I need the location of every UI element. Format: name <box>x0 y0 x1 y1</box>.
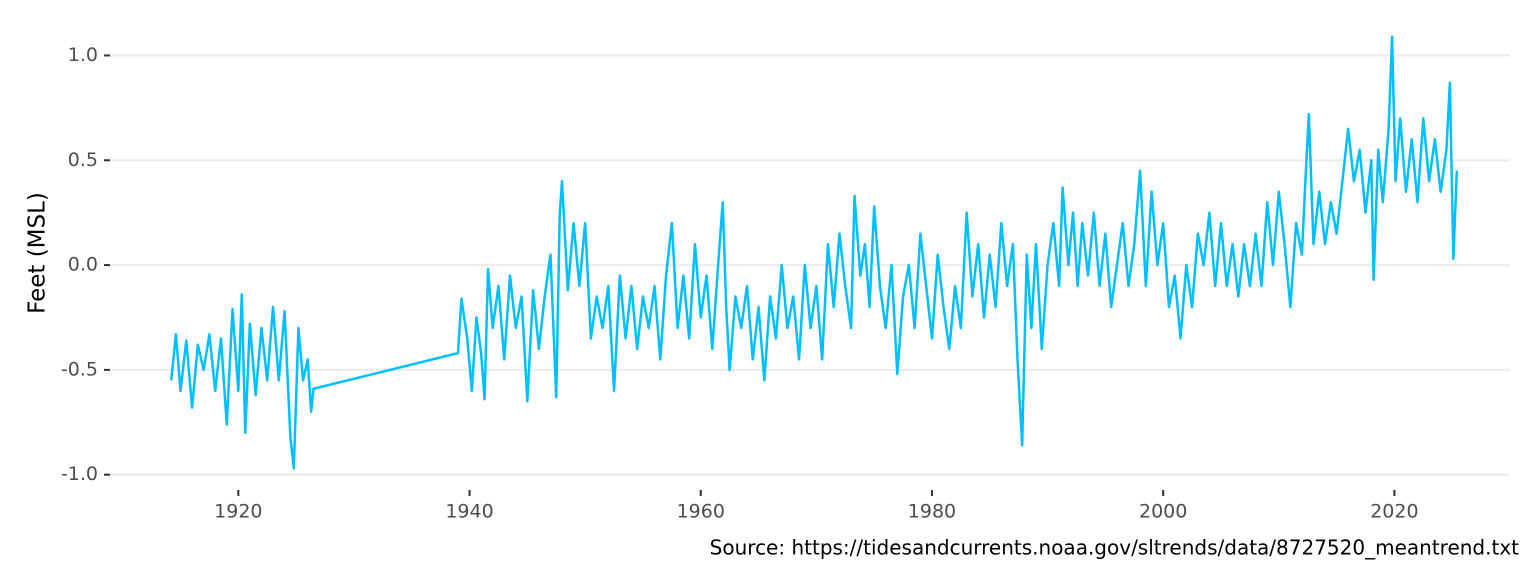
caption: Source: https://tidesandcurrents.noaa.go… <box>710 536 1519 560</box>
y-tick-label: 1.0 <box>68 44 98 66</box>
y-tick-label: 0.0 <box>68 254 98 276</box>
y-axis-label: Feet (MSL) <box>25 192 51 314</box>
y-tick-label: -0.5 <box>61 358 98 380</box>
x-tick-label: 2020 <box>1370 501 1418 523</box>
x-tick-label: 2000 <box>1139 501 1187 523</box>
series-line <box>170 35 1459 470</box>
x-tick-label: 1920 <box>214 501 262 523</box>
y-tick-label: -1.0 <box>61 463 98 485</box>
x-tick-label: 1960 <box>677 501 725 523</box>
x-tick-label: 1940 <box>445 501 493 523</box>
y-tick-label: 0.5 <box>68 149 98 171</box>
x-tick-label: 1980 <box>908 501 956 523</box>
